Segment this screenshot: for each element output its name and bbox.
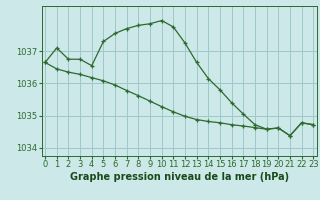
X-axis label: Graphe pression niveau de la mer (hPa): Graphe pression niveau de la mer (hPa) [70,172,289,182]
